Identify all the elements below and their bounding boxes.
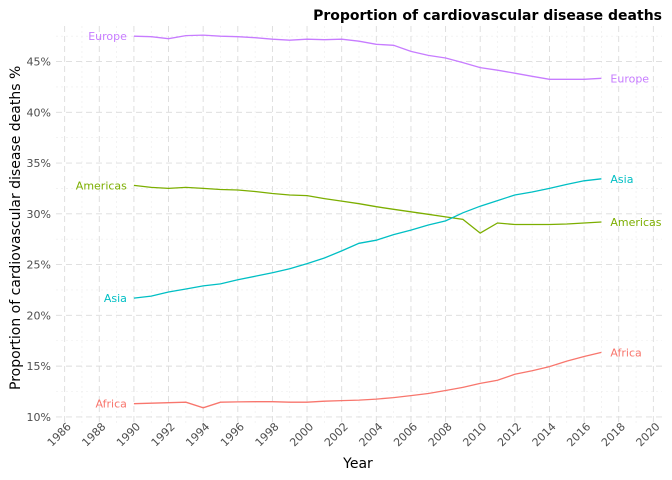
y-tick-label: 25%	[27, 259, 51, 272]
y-tick-label: 35%	[27, 157, 51, 170]
series-end-label: Americas	[610, 216, 661, 229]
series-start-label: Asia	[104, 292, 127, 305]
grid-lines	[56, 26, 662, 424]
x-tick-label: 1990	[114, 420, 143, 449]
y-axis-ticks: 10% 15% 20% 25% 30% 35% 40% 45%	[27, 56, 51, 424]
y-tick-label: 30%	[27, 208, 51, 221]
y-axis-label: Proportion of cardiovascular disease dea…	[8, 65, 24, 390]
x-tick-label: 1996	[218, 420, 247, 449]
series-line-africa	[133, 351, 602, 409]
series-end-label: Europe	[610, 72, 649, 85]
x-tick-label: 2004	[357, 420, 386, 449]
series-labels: Africa Africa Americas Americas Asia Asia Euro…	[76, 30, 662, 411]
series-start-label: Europe	[88, 30, 127, 43]
x-tick-label: 2014	[530, 420, 559, 449]
x-tick-label: 2018	[599, 420, 628, 449]
x-axis-ticks: 1986 1988 1990 1992 1994 1996 1998 2000 2002 2004…	[45, 420, 663, 449]
y-tick-label: 15%	[27, 360, 51, 373]
x-tick-label: 2020	[634, 420, 663, 449]
series-line-americas	[133, 184, 602, 234]
x-tick-label: 2002	[322, 420, 351, 449]
x-tick-label: 2010	[460, 420, 489, 449]
chart-title: Proportion of cardiovascular disease dea…	[313, 8, 662, 24]
x-tick-label: 1986	[45, 420, 74, 449]
x-tick-label: 2016	[564, 420, 593, 449]
x-tick-label: 1988	[79, 420, 108, 449]
series-line-europe	[133, 34, 602, 80]
series-start-label: Americas	[76, 179, 127, 192]
series-start-label: Africa	[96, 398, 127, 411]
x-tick-label: 2000	[287, 420, 316, 449]
series-end-label: Asia	[610, 173, 633, 186]
y-tick-label: 10%	[27, 411, 51, 424]
y-tick-label: 20%	[27, 309, 51, 322]
y-tick-label: 45%	[27, 56, 51, 69]
x-tick-label: 2008	[426, 420, 455, 449]
x-axis-label: Year	[343, 456, 373, 472]
x-tick-label: 1994	[183, 420, 212, 449]
series-lines	[133, 34, 602, 409]
x-tick-label: 1998	[253, 420, 282, 449]
x-tick-label: 1992	[149, 420, 178, 449]
series-line-asia	[133, 178, 602, 299]
x-tick-label: 2006	[391, 420, 420, 449]
y-tick-label: 40%	[27, 106, 51, 119]
x-tick-label: 2012	[495, 420, 524, 449]
series-end-label: Africa	[610, 346, 641, 359]
